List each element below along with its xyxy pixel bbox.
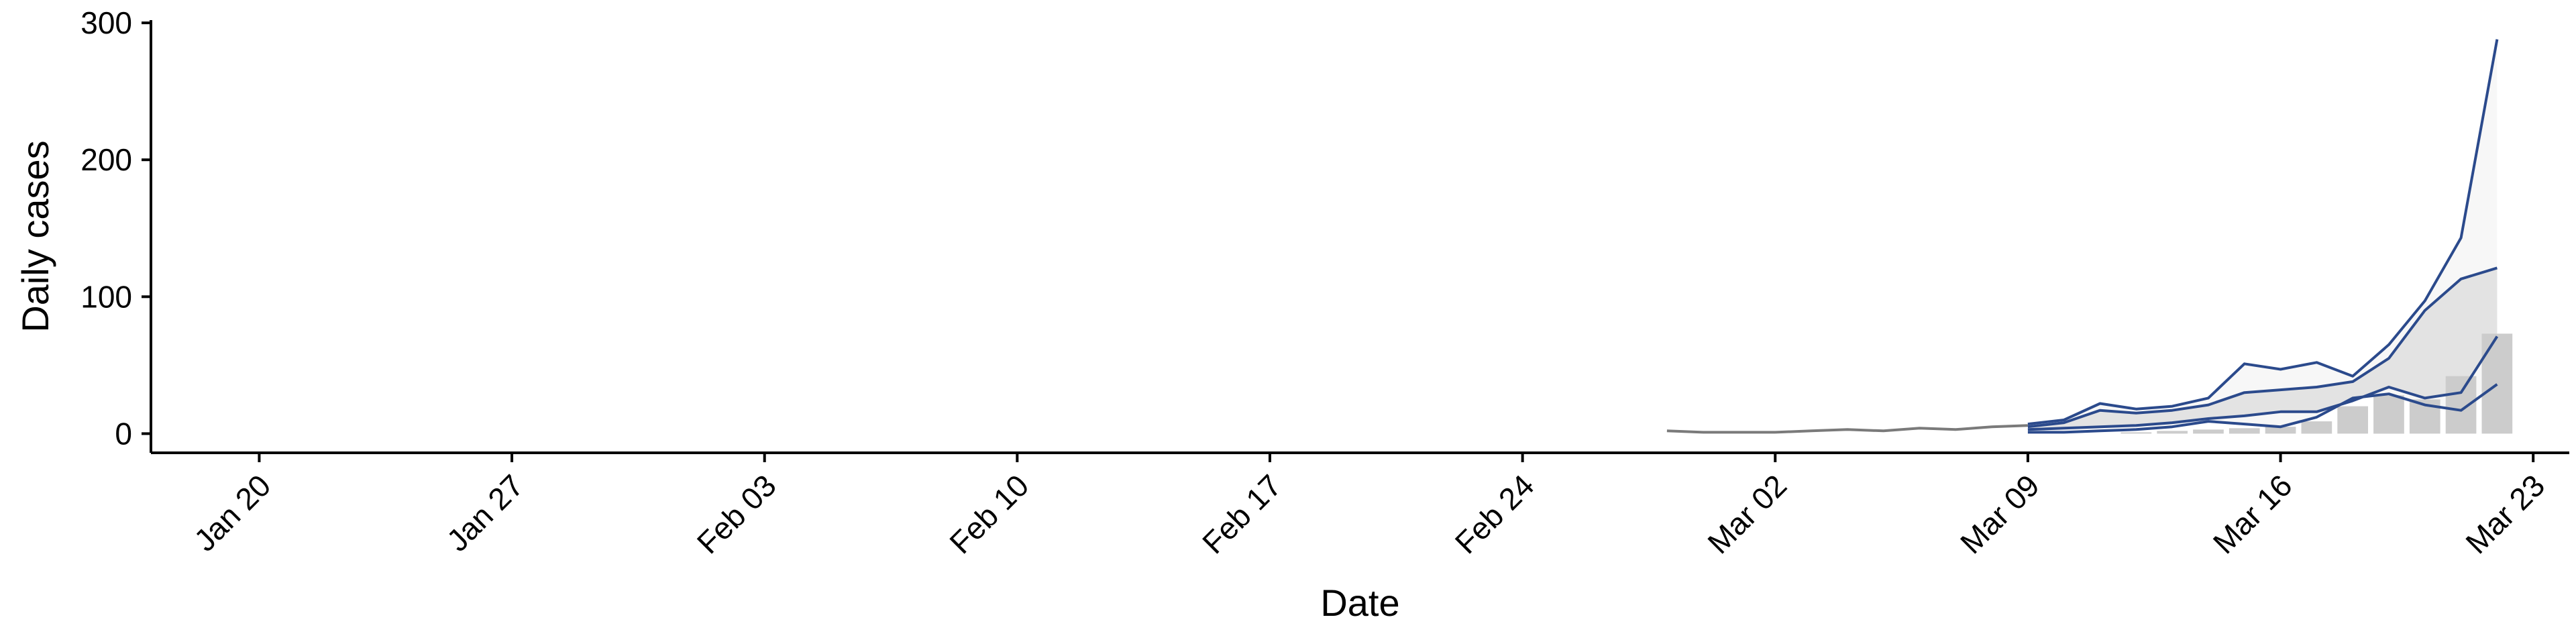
y-axis-title: Daily cases xyxy=(14,140,56,332)
x-tick-label-4: Feb 17 xyxy=(1195,468,1288,560)
y-tick-label-0: 0 xyxy=(115,416,132,451)
projection-line-upper-mid xyxy=(2027,266,2498,429)
y-tick-label-100: 100 xyxy=(80,279,132,314)
observed-bar-2020-03-16 xyxy=(2265,427,2296,434)
observed-bar-2020-03-22 xyxy=(2481,333,2513,434)
projection-line-lower xyxy=(2027,383,2498,434)
observed-bar-2020-03-12 xyxy=(2121,432,2152,434)
observed-bar-2020-03-18 xyxy=(2337,406,2368,434)
observed-bar-2020-03-21 xyxy=(2445,376,2477,434)
observed-bar-2020-03-13 xyxy=(2157,431,2188,434)
x-tick-label-2: Feb 03 xyxy=(690,468,783,560)
x-tick-label-5: Feb 24 xyxy=(1448,468,1541,560)
y-tick-label-300: 300 xyxy=(80,5,132,40)
x-tick-label-6: Mar 02 xyxy=(1701,468,1793,560)
projection-line-upper xyxy=(2027,39,2499,426)
x-tick-label-1: Jan 27 xyxy=(440,468,530,557)
y-axis-ticks: 0 100 200 300 xyxy=(80,5,151,451)
observed-bar-2020-03-19 xyxy=(2373,395,2404,434)
x-tick-label-0: Jan 20 xyxy=(187,468,277,557)
fitted-line xyxy=(1666,424,2028,434)
observed-bar-2020-03-14 xyxy=(2193,429,2224,434)
observed-bar-2020-03-15 xyxy=(2229,428,2260,434)
projection-line-lower-mid xyxy=(2027,335,2499,431)
y-tick-label-200: 200 xyxy=(80,142,132,177)
plot-area xyxy=(1666,39,2513,434)
x-tick-label-7: Mar 09 xyxy=(1953,468,2046,560)
x-axis-ticks: Jan 20 Jan 27 Feb 03 Feb 10 Feb 17 Feb 24 Mar … xyxy=(187,453,2551,560)
x-axis-title: Date xyxy=(1320,582,1399,624)
x-tick-label-3: Feb 10 xyxy=(943,468,1035,560)
x-tick-label-8: Mar 16 xyxy=(2206,468,2299,560)
x-tick-label-9: Mar 23 xyxy=(2459,468,2551,560)
observed-bar-2020-03-17 xyxy=(2301,421,2332,434)
